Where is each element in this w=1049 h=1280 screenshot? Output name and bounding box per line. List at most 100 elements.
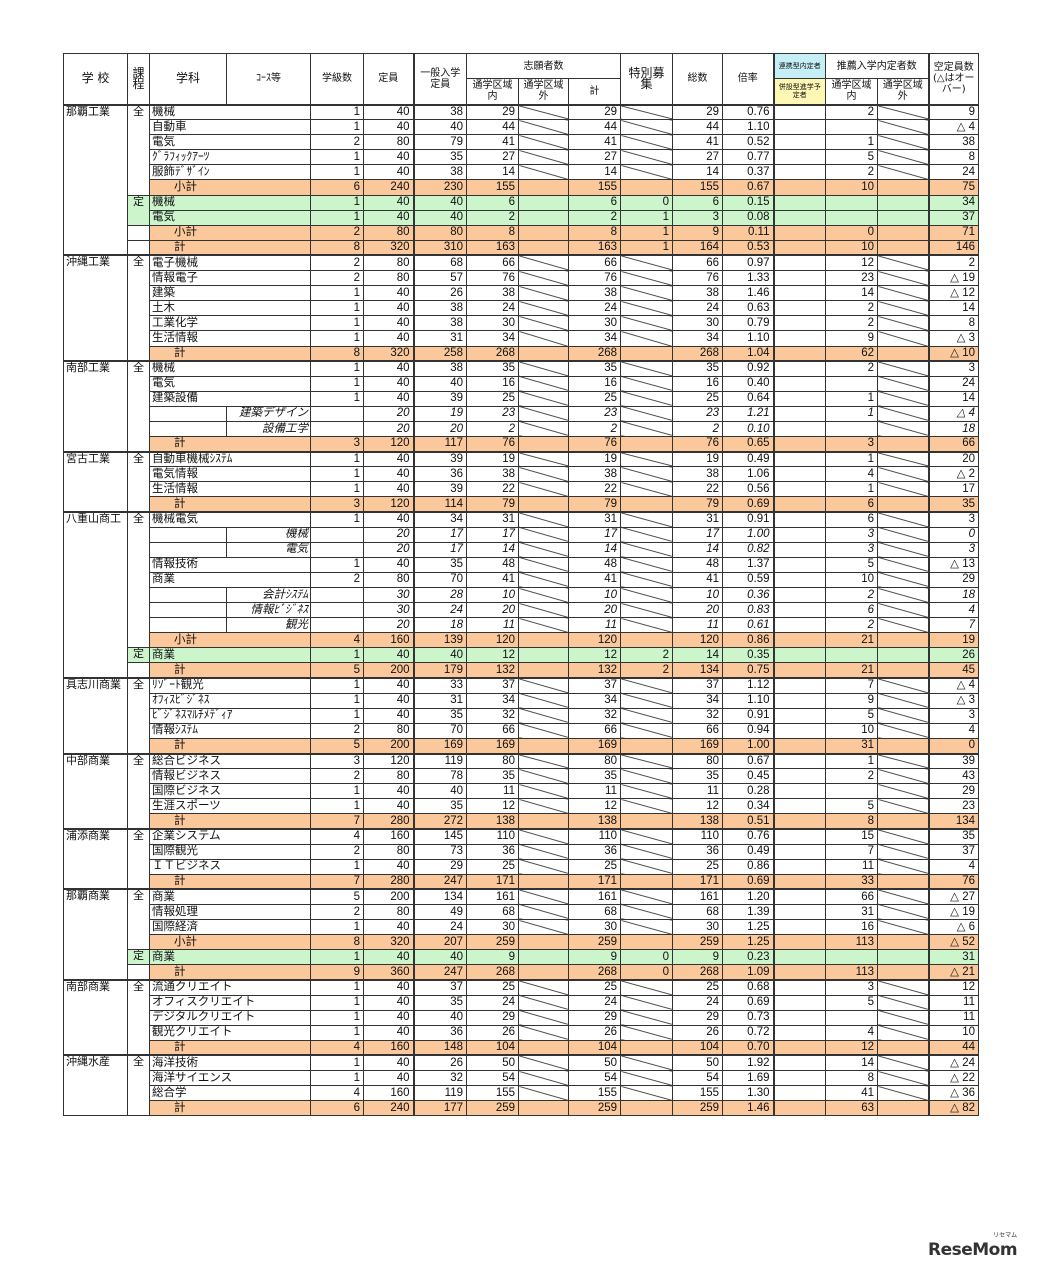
ratio-value: 0.15 [722, 194, 774, 211]
recommend-out-diagonal [877, 239, 929, 256]
general-capacity-value: 78 [412, 768, 467, 785]
sum-value: 54 [672, 1069, 723, 1087]
applicants-total-value: 41 [568, 134, 621, 151]
recommend-in-value: 2 [825, 617, 878, 634]
special-diagonal [620, 768, 673, 785]
subtotal-label: 計 [149, 964, 311, 981]
recommend-out-diagonal [877, 632, 929, 649]
vacancy-value: 0 [927, 737, 979, 755]
ratio-value: 0.77 [722, 149, 774, 166]
special-value: 0 [620, 964, 673, 981]
sum-value: 41 [672, 571, 723, 589]
renkei-value [772, 783, 826, 800]
recommend-out-diagonal [877, 345, 929, 362]
renkei-value [772, 571, 826, 589]
recommend-in-value: 3 [825, 541, 878, 558]
capacity-value: 320 [363, 934, 414, 951]
general-capacity-value: 310 [412, 239, 467, 256]
applicants-in-value: 17 [466, 526, 519, 543]
gakka-name: 機械 [149, 194, 311, 211]
special-diagonal [620, 149, 673, 166]
vacancy-value: 3 [927, 511, 979, 528]
applicants-total-value: 132 [568, 662, 621, 679]
recommend-in-value: 23 [825, 270, 878, 287]
renkei-value [772, 511, 826, 528]
recommend-in-value [825, 949, 878, 966]
gakka-name: 土木 [149, 300, 311, 317]
table-row: 定商業 1 40 40 12 12 2 14 0.35 26 [64, 647, 979, 664]
special-diagonal [620, 1009, 673, 1026]
ratio-value: 1.46 [722, 1100, 774, 1117]
renkei-value [772, 1009, 826, 1026]
gakka-name: ﾘｿﾞｰﾄ観光 [149, 677, 311, 694]
classes-value: 1 [310, 466, 364, 483]
vacancy-value: △ 3 [927, 692, 979, 709]
sum-value: 68 [672, 903, 723, 921]
applicants-total-value: 79 [568, 496, 621, 513]
vacancy-value: △ 10 [927, 345, 979, 362]
sum-value: 120 [672, 632, 723, 649]
classes-value: 1 [310, 677, 364, 694]
applicants-total-value: 54 [568, 1069, 621, 1087]
applicants-out-diagonal [518, 994, 569, 1011]
applicants-out-diagonal [518, 813, 569, 830]
general-capacity-value: 230 [412, 179, 467, 196]
capacity-value: 40 [363, 209, 414, 226]
subtotal-label: 計 [149, 813, 311, 830]
renkei-value [772, 827, 826, 845]
renkei-value [772, 285, 826, 302]
classes-value: 8 [310, 934, 364, 951]
special-diagonal [620, 360, 673, 377]
recommend-in-value: 33 [825, 873, 878, 890]
general-capacity-value: 17 [412, 541, 467, 558]
school-name: 沖縄工業 [63, 254, 128, 362]
special-diagonal [620, 903, 673, 921]
course-name: 設備工学 [226, 420, 311, 438]
capacity-value: 40 [363, 783, 414, 800]
classes-value: 7 [310, 873, 364, 890]
table-row: 海洋サイエンス 1 40 32 54 54 54 1.69 8 △ 22 [64, 1069, 979, 1087]
recommend-in-value: 1 [825, 450, 878, 468]
renkei-value [772, 813, 826, 830]
classes-value: 1 [310, 103, 364, 121]
subtotal-row: 計 5 200 179 132 132 2 134 0.75 21 45 [64, 662, 979, 679]
watermark-text: ReseMom [928, 1240, 1018, 1260]
recommend-out-diagonal [877, 602, 929, 619]
applicants-in-value: 26 [466, 1024, 519, 1041]
classes-value: 1 [310, 1069, 364, 1087]
applicants-in-value: 54 [466, 1069, 519, 1087]
classes-value: 3 [310, 752, 364, 770]
general-capacity-value: 207 [412, 934, 467, 951]
applicants-in-value: 8 [466, 224, 519, 241]
vacancy-value: △ 24 [927, 1054, 979, 1072]
applicants-total-value: 36 [568, 843, 621, 860]
applicants-total-value: 268 [568, 964, 621, 981]
sum-value: 35 [672, 768, 723, 785]
applicants-in-value: 25 [466, 858, 519, 875]
applicants-in-value: 38 [466, 285, 519, 302]
applicants-total-value: 22 [568, 481, 621, 498]
table-row: 八重山商工全機械電気 1 40 34 31 31 31 0.91 6 3 [63, 511, 979, 679]
sum-value: 14 [672, 164, 723, 181]
general-capacity-value: 38 [412, 360, 467, 377]
vacancy-value: 23 [927, 798, 979, 815]
ratio-value: 0.35 [722, 647, 774, 664]
ratio-value: 0.70 [722, 1039, 774, 1056]
recommend-out-diagonal [877, 783, 929, 800]
applicants-total-value: 30 [568, 315, 621, 332]
ratio-value: 1.25 [722, 934, 774, 951]
sum-value: 30 [672, 315, 723, 332]
applicants-in-value: 34 [466, 330, 519, 347]
sum-value: 23 [672, 405, 723, 422]
classes-value: 2 [310, 722, 364, 739]
sum-value: 12 [672, 798, 723, 815]
subtotal-row: 計 5 200 169 169 169 169 1.00 31 0 [64, 737, 979, 755]
katei-cell: 全 [127, 827, 150, 890]
subtotal-label: 計 [149, 1039, 311, 1056]
subtotal-label: 計 [149, 239, 311, 256]
applicants-total-value: 155 [568, 1085, 621, 1102]
ratio-value: 0.37 [722, 164, 774, 181]
vacancy-value: 18 [927, 420, 979, 438]
table-row: オフィスクリエイト 1 40 35 24 24 24 0.69 5 11 [64, 994, 979, 1011]
general-capacity-value: 19 [412, 405, 467, 422]
